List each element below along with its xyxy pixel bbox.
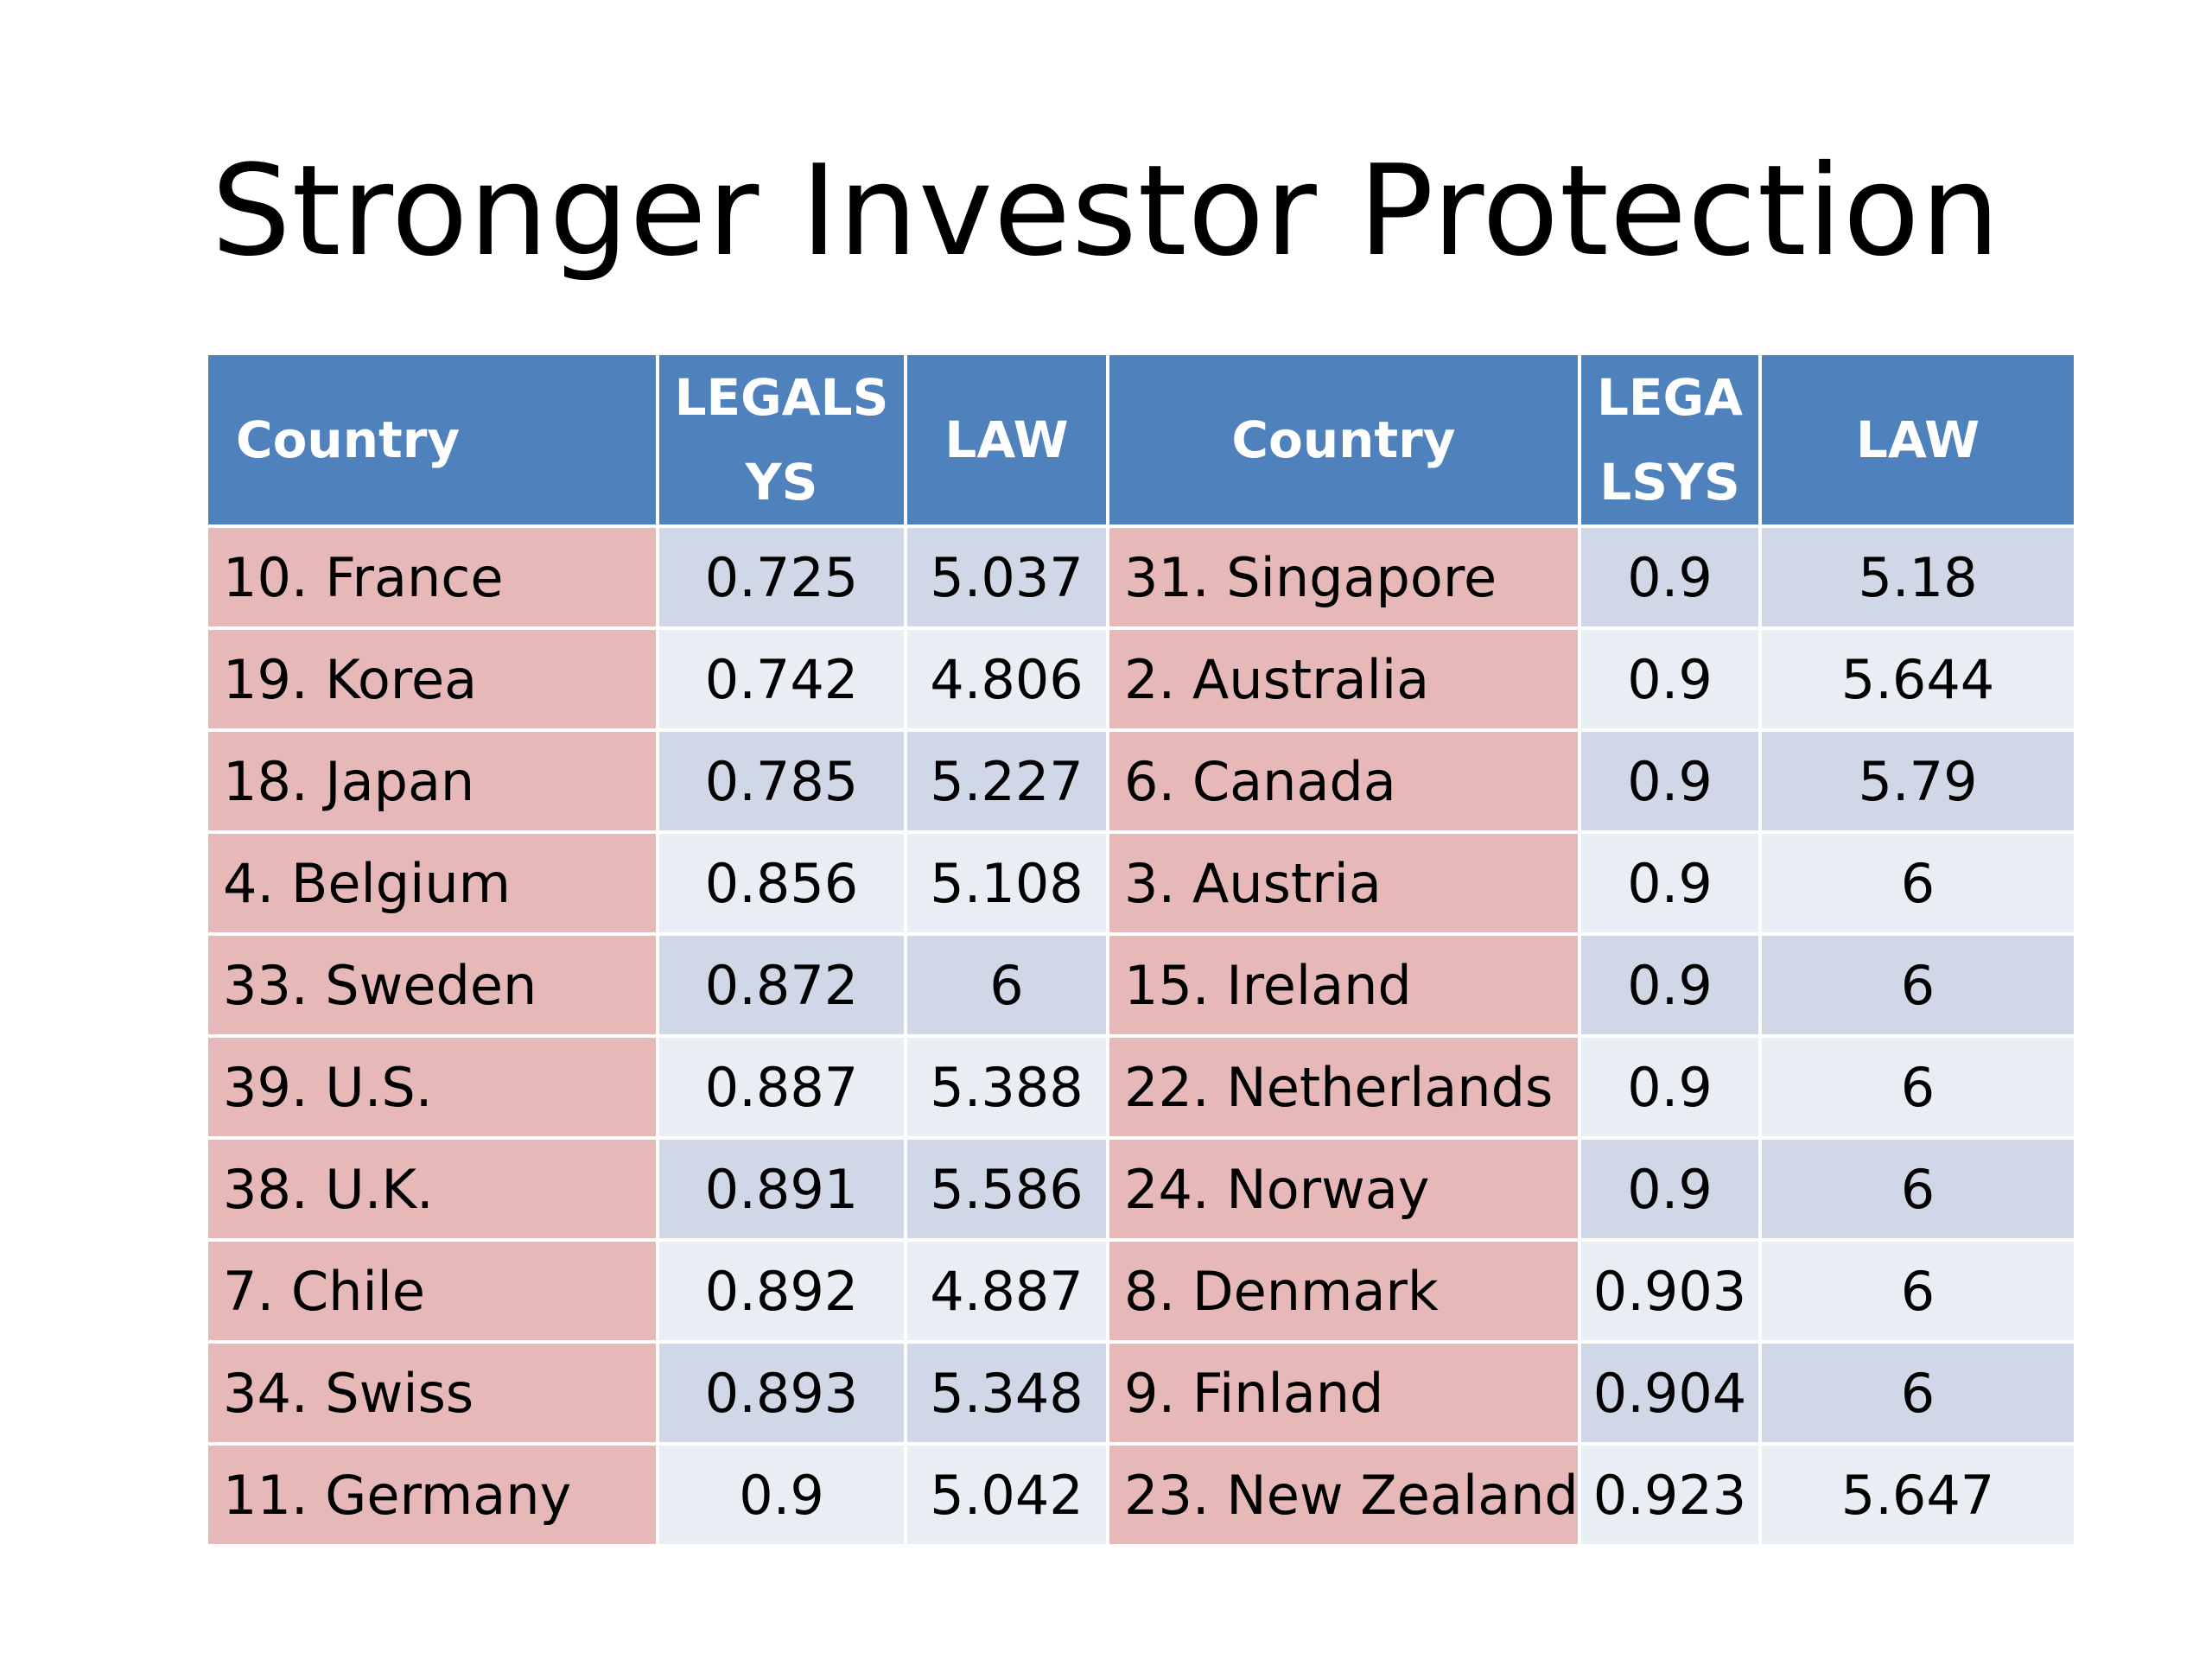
- country-right-cell: 22. Netherlands: [1106, 1034, 1581, 1140]
- legalsys-right-cell: 0.9: [1578, 524, 1762, 630]
- legalsys-left-cell: 0.856: [656, 830, 907, 936]
- law-right-cell: 6: [1758, 932, 2077, 1038]
- header-legalsys-left: LEGALS YS: [656, 352, 907, 528]
- country-right-cell: 31. Singapore: [1106, 524, 1581, 630]
- header-legalsys-right-line1: LEGA: [1596, 368, 1744, 427]
- legalsys-left-cell: 0.893: [656, 1340, 907, 1446]
- law-left-cell: 5.108: [904, 830, 1109, 936]
- legalsys-right-cell: 0.9: [1578, 1136, 1762, 1242]
- table-row: 38. U.K. 0.891 5.586 24. Norway 0.9 6: [205, 1136, 2077, 1242]
- legalsys-right-cell: 0.9: [1578, 728, 1762, 834]
- country-right-cell: 24. Norway: [1106, 1136, 1581, 1242]
- legalsys-left-cell: 0.9: [656, 1442, 907, 1548]
- country-left-cell: 19. Korea: [205, 626, 659, 732]
- country-left-cell: 18. Japan: [205, 728, 659, 834]
- law-right-cell: 6: [1758, 1136, 2077, 1242]
- law-right-cell: 6: [1758, 1340, 2077, 1446]
- country-right-cell: 15. Ireland: [1106, 932, 1581, 1038]
- country-left-cell: 34. Swiss: [205, 1340, 659, 1446]
- table-row: 4. Belgium 0.856 5.108 3. Austria 0.9 6: [205, 830, 2077, 936]
- table-row: 10. France 0.725 5.037 31. Singapore 0.9…: [205, 524, 2077, 630]
- legalsys-left-cell: 0.742: [656, 626, 907, 732]
- header-legalsys-right: LEGA LSYS: [1578, 352, 1762, 528]
- header-country-right: Country: [1106, 352, 1581, 528]
- law-right-cell: 6: [1758, 1238, 2077, 1344]
- header-law-right: LAW: [1758, 352, 2077, 528]
- law-right-cell: 5.644: [1758, 626, 2077, 732]
- country-left-cell: 10. France: [205, 524, 659, 630]
- country-right-cell: 2. Australia: [1106, 626, 1581, 732]
- law-left-cell: 5.227: [904, 728, 1109, 834]
- table-row: 7. Chile 0.892 4.887 8. Denmark 0.903 6: [205, 1238, 2077, 1344]
- legalsys-right-cell: 0.923: [1578, 1442, 1762, 1548]
- header-country-left: Country: [205, 352, 659, 528]
- law-left-cell: 5.042: [904, 1442, 1109, 1548]
- table-header-row: Country LEGALS YS LAW Country LEGA LSYS …: [205, 352, 2077, 528]
- header-legalsys-left-line2: YS: [745, 453, 818, 512]
- investor-protection-table: Country LEGALS YS LAW Country LEGA LSYS …: [205, 352, 2077, 1548]
- table-row: 18. Japan 0.785 5.227 6. Canada 0.9 5.79: [205, 728, 2077, 834]
- country-right-cell: 6. Canada: [1106, 728, 1581, 834]
- law-left-cell: 4.806: [904, 626, 1109, 732]
- country-left-cell: 4. Belgium: [205, 830, 659, 936]
- law-left-cell: 4.887: [904, 1238, 1109, 1344]
- country-left-cell: 39. U.S.: [205, 1034, 659, 1140]
- law-left-cell: 5.037: [904, 524, 1109, 630]
- legalsys-right-cell: 0.9: [1578, 830, 1762, 936]
- legalsys-right-cell: 0.904: [1578, 1340, 1762, 1446]
- legalsys-left-cell: 0.872: [656, 932, 907, 1038]
- legalsys-left-cell: 0.892: [656, 1238, 907, 1344]
- country-left-cell: 7. Chile: [205, 1238, 659, 1344]
- legalsys-right-cell: 0.9: [1578, 1034, 1762, 1140]
- legalsys-right-cell: 0.9: [1578, 626, 1762, 732]
- header-legalsys-right-line2: LSYS: [1599, 453, 1740, 512]
- legalsys-left-cell: 0.785: [656, 728, 907, 834]
- law-right-cell: 5.647: [1758, 1442, 2077, 1548]
- table-row: 33. Sweden 0.872 6 15. Ireland 0.9 6: [205, 932, 2077, 1038]
- table-row: 39. U.S. 0.887 5.388 22. Netherlands 0.9…: [205, 1034, 2077, 1140]
- table-row: 19. Korea 0.742 4.806 2. Australia 0.9 5…: [205, 626, 2077, 732]
- law-left-cell: 5.388: [904, 1034, 1109, 1140]
- header-legalsys-left-line1: LEGALS: [674, 368, 889, 427]
- legalsys-right-cell: 0.903: [1578, 1238, 1762, 1344]
- country-right-cell: 8. Denmark: [1106, 1238, 1581, 1344]
- country-right-cell: 9. Finland: [1106, 1340, 1581, 1446]
- law-left-cell: 5.586: [904, 1136, 1109, 1242]
- country-right-cell: 3. Austria: [1106, 830, 1581, 936]
- legalsys-right-cell: 0.9: [1578, 932, 1762, 1038]
- table-row: 11. Germany 0.9 5.042 23. New Zealand 0.…: [205, 1442, 2077, 1548]
- legalsys-left-cell: 0.725: [656, 524, 907, 630]
- slide-title: Stronger Investor Protection: [211, 138, 2001, 284]
- country-right-cell: 23. New Zealand: [1106, 1442, 1581, 1548]
- legalsys-left-cell: 0.887: [656, 1034, 907, 1140]
- law-right-cell: 5.18: [1758, 524, 2077, 630]
- country-left-cell: 33. Sweden: [205, 932, 659, 1038]
- legalsys-left-cell: 0.891: [656, 1136, 907, 1242]
- country-left-cell: 11. Germany: [205, 1442, 659, 1548]
- law-left-cell: 5.348: [904, 1340, 1109, 1446]
- country-left-cell: 38. U.K.: [205, 1136, 659, 1242]
- table-row: 34. Swiss 0.893 5.348 9. Finland 0.904 6: [205, 1340, 2077, 1446]
- law-right-cell: 6: [1758, 1034, 2077, 1140]
- header-law-left: LAW: [904, 352, 1109, 528]
- law-left-cell: 6: [904, 932, 1109, 1038]
- law-right-cell: 6: [1758, 830, 2077, 936]
- law-right-cell: 5.79: [1758, 728, 2077, 834]
